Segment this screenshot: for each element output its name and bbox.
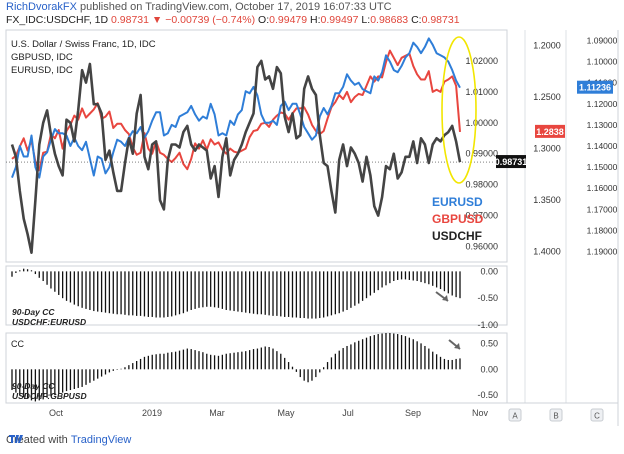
eurusd-tick-label: 1.10000 — [587, 57, 618, 67]
open-value: 0.99479 — [269, 14, 308, 26]
cc-eurusd-tick-label: -0.50 — [477, 293, 498, 303]
gbpusd-tick-label: 1.3000 — [533, 144, 561, 154]
usdchf-tick-label: 1.02000 — [465, 56, 498, 66]
author-link[interactable]: RichDvorakFX — [6, 1, 77, 13]
usdchf-tick-label: 0.98000 — [465, 180, 498, 190]
cc-gbpusd-subtitle: USDCHF:GBPUSD — [12, 391, 87, 401]
cc-gbpusd-arrow-icon-head — [454, 343, 460, 349]
x-tick-label: May — [277, 408, 295, 418]
eurusd-tick-label: 1.16000 — [587, 183, 618, 193]
scale-button-c: C — [594, 412, 600, 421]
eurusd-last-tag-bg — [577, 80, 613, 94]
gbpusd-last-tag-bg — [535, 124, 565, 138]
usdchf-tick-label: 1.01000 — [465, 87, 498, 97]
symbol-line: FX_IDC:USDCHF, 1D 0.98731 ▼ −0.00739 (−0… — [6, 14, 460, 26]
overlay-title: GBPUSD, IDC — [11, 52, 73, 63]
gbpusd-tick-label: 1.2000 — [533, 40, 561, 50]
main-title: U.S. Dollar / Swiss Franc, 1D, IDC — [11, 39, 156, 50]
legend-usdchf: USDCHF — [432, 229, 482, 243]
usdchf-last-tag-bg — [496, 155, 526, 169]
cc-eurusd-pane-frame — [5, 265, 508, 326]
eurusd-tick-label: 1.12000 — [587, 99, 618, 109]
cc-gbpusd-title: 90-Day CC — [12, 381, 55, 391]
x-tick-label: Nov — [472, 408, 489, 418]
high-label: H: — [310, 14, 321, 26]
cc-gbpusd-tick-label: 0.50 — [480, 338, 498, 348]
eurusd-line — [11, 37, 461, 179]
usdchf-line — [10, 59, 462, 254]
cc-eurusd-title: 90-Day CC — [12, 307, 55, 317]
close-label: C: — [411, 14, 422, 26]
close-value: 0.98731 — [421, 14, 460, 26]
low-value: 0.98683 — [370, 14, 409, 26]
x-tick-label: 2019 — [142, 408, 162, 418]
high-value: 0.99497 — [320, 14, 359, 26]
gbpusd-line — [11, 49, 461, 172]
publish-line: RichDvorakFX published on TradingView.co… — [6, 1, 392, 13]
legend-gbpusd: GBPUSD — [432, 212, 484, 226]
cc-eurusd-subtitle: USDCHF:EURUSD — [12, 317, 86, 327]
tradingview-logo-icon — [9, 435, 23, 443]
low-label: L: — [361, 14, 371, 26]
x-tick-label: Jul — [342, 408, 354, 418]
eurusd-tick-label: 1.14000 — [587, 141, 618, 151]
cc-gbpusd-label: CC — [11, 339, 24, 349]
footer: Created with TradingView — [6, 434, 131, 446]
legend-eurusd: EURUSD — [432, 195, 483, 209]
eurusd-tick-label: 1.17000 — [587, 204, 618, 214]
usdchf-tick-label: 0.96000 — [465, 242, 498, 252]
symbol-label: FX_IDC:USDCHF, 1D — [6, 14, 109, 26]
x-tick-label: Sep — [405, 408, 421, 418]
cc-eurusd-arrow-icon-head — [442, 295, 448, 301]
usdchf-last-tag: 0.98731 — [495, 157, 528, 167]
gbpusd-tick-label: 1.2500 — [533, 92, 561, 102]
cc-gbpusd-tick-label: -0.50 — [477, 390, 498, 400]
usdchf-tick-label: 0.99000 — [465, 149, 498, 159]
highlight-ellipse — [441, 36, 477, 184]
usdchf-tick-label: 0.97000 — [465, 211, 498, 221]
eurusd-tick-label: 1.15000 — [587, 162, 618, 172]
scale-button-b: B — [553, 412, 558, 421]
gbpusd-tick-label: 1.3500 — [533, 195, 561, 205]
open-label: O: — [258, 14, 270, 26]
eurusd-tick-label: 1.13000 — [587, 120, 618, 130]
eurusd-tick-label: 1.19000 — [587, 246, 618, 256]
cc-gbpusd-tick-label: 0.00 — [480, 364, 498, 374]
gbpusd-last-tag: 1.2838 — [536, 127, 564, 137]
x-tick-label: Oct — [49, 408, 64, 418]
usdchf-tick-label: 1.00000 — [465, 118, 498, 128]
change-value: 0.98731 ▼ −0.00739 (−0.74%) — [111, 14, 256, 26]
scale-button-c-bg — [590, 408, 604, 422]
scale-button-a: A — [512, 412, 518, 421]
eurusd-tick-label: 1.18000 — [587, 225, 618, 235]
main-pane-frame — [5, 29, 508, 263]
cc-eurusd-tick-label: 0.00 — [480, 266, 498, 276]
scale-button-b-bg — [549, 408, 563, 422]
x-tick-label: Mar — [209, 408, 225, 418]
eurusd-last-tag: 1.11236 — [579, 83, 611, 93]
cc-eurusd-tick-label: -1.00 — [477, 320, 498, 330]
overlay-title: EURUSD, IDC — [11, 65, 73, 76]
eurusd-tick-label: 1.09000 — [587, 36, 618, 46]
tradingview-brand[interactable]: TradingView — [70, 434, 132, 446]
publish-info: published on TradingView.com, October 17… — [79, 1, 392, 13]
scale-button-a-bg — [508, 408, 522, 422]
gbpusd-tick-label: 1.4000 — [533, 247, 561, 257]
